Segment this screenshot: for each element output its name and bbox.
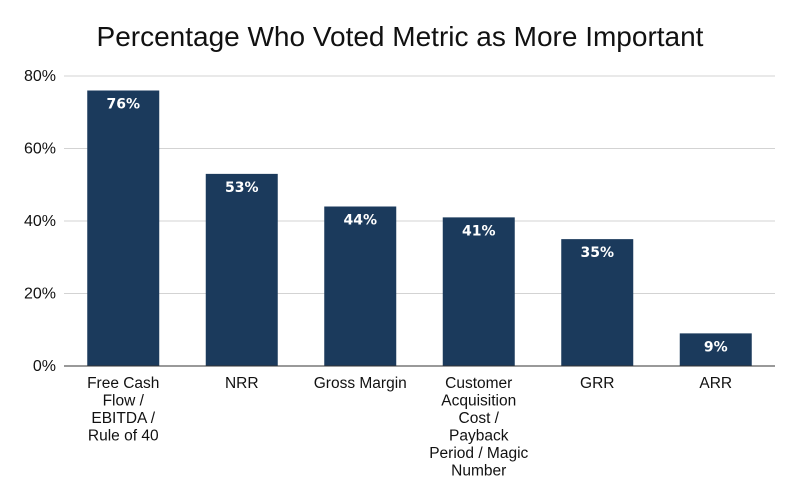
x-tick-label: Customer Acquisition Cost / Payback Period /… <box>429 375 528 480</box>
y-tick-label: 0% <box>33 358 56 375</box>
y-tick-label: 40% <box>24 213 56 230</box>
bars <box>87 90 752 366</box>
gridlines <box>64 75 775 294</box>
y-tick-label: 80% <box>24 68 56 85</box>
x-tick-label: GRR <box>580 375 614 392</box>
data-label: 76% <box>106 97 140 113</box>
bar <box>87 90 160 366</box>
data-label: 9% <box>704 339 728 355</box>
y-tick-label: 20% <box>24 286 56 303</box>
data-labels: 76% 53% 44% 41% 35% 9% <box>106 97 727 356</box>
x-tick-label: ARR <box>699 375 732 392</box>
x-tick-label: Free Cash Flow / EBITDA / Rule of 40 <box>87 375 159 445</box>
data-label: 53% <box>225 180 259 196</box>
data-label: 35% <box>580 245 614 261</box>
y-axis-ticks: 0% 20% 40% 60% 80% <box>24 68 56 375</box>
data-label: 44% <box>343 213 377 229</box>
x-tick-label: Gross Margin <box>314 375 407 392</box>
y-tick-label: 60% <box>24 141 56 158</box>
bar <box>205 173 278 366</box>
chart-title: Percentage Who Voted Metric as More Impo… <box>97 21 704 52</box>
x-axis-ticks: Free Cash Flow / EBITDA / Rule of 40 NRR Gros… <box>87 375 732 480</box>
bar <box>561 239 634 366</box>
data-label: 41% <box>462 223 496 239</box>
bar <box>442 217 515 366</box>
bar <box>324 206 397 366</box>
bar <box>679 333 752 366</box>
x-tick-label: NRR <box>225 375 259 392</box>
